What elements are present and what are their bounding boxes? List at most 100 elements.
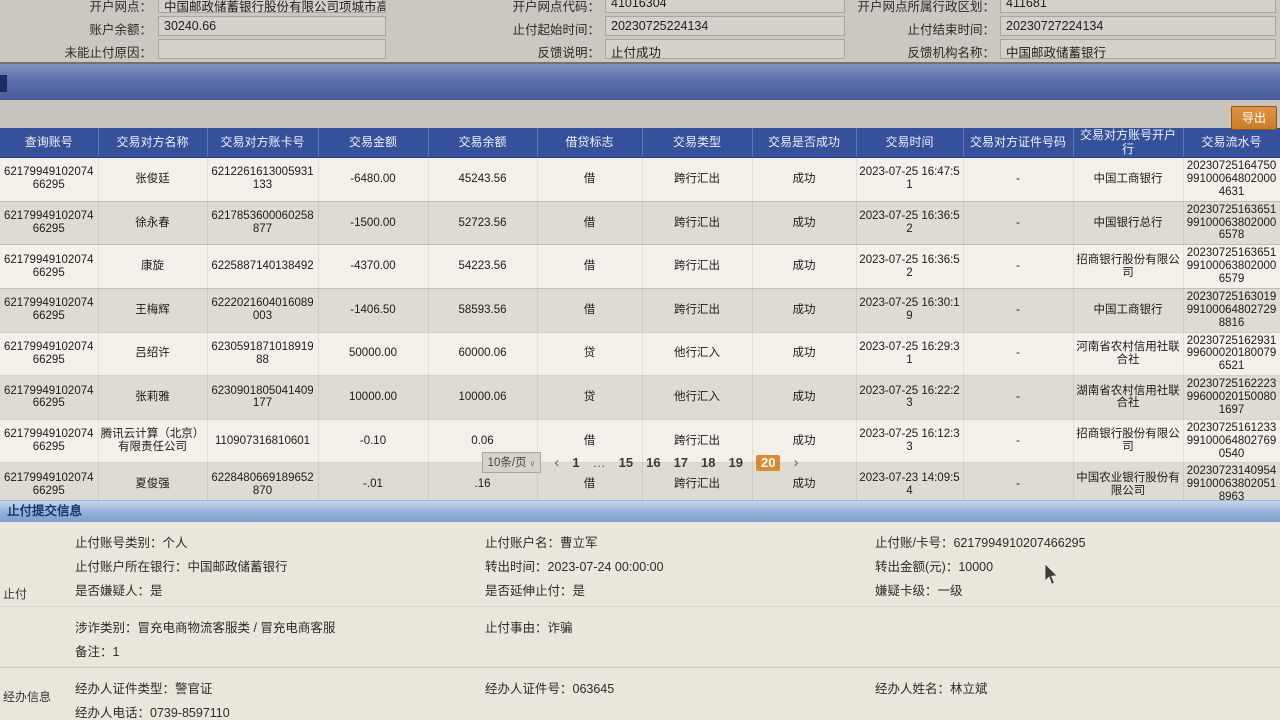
table-cell: -6480.00 (318, 157, 429, 202)
table-cell: 跨行汇出 (642, 244, 753, 289)
info-block: 止付账号类别：个人 止付账户名：曹立军 止付账/卡号：621799491020746… (0, 528, 1280, 600)
table-cell: 成功 (752, 157, 857, 202)
field-label: 账户余额： (89, 23, 152, 37)
field-input[interactable] (158, 39, 386, 59)
table-row[interactable]: 6217994910207466295 王梅辉 622202160401608900… (0, 288, 1280, 333)
table-cell: 康旋 (98, 244, 208, 289)
table-cell: 湖南省农村信用社联合社 (1073, 375, 1184, 420)
table-cell: -1406.50 (318, 288, 429, 333)
divider-band (0, 62, 1280, 102)
column-header: 交易流水号 (1183, 128, 1280, 158)
table-cell: 6212261613005931133 (207, 157, 319, 202)
table-cell: 贷 (537, 375, 643, 420)
table-cell: 成功 (752, 201, 857, 246)
table-cell: 成功 (752, 332, 857, 377)
field-input[interactable]: 30240.66 (158, 16, 386, 36)
info-row: 涉诈类别：冒充电商物流客服类 / 冒充电商客服 止付事由：诈骗 (0, 613, 1280, 637)
page-button-1[interactable]: 1 (572, 455, 580, 470)
info-field: 是否嫌疑人：是 (75, 584, 163, 598)
page-size-select[interactable]: 10条/页 ∨ (481, 452, 542, 473)
field-input[interactable]: 中国邮政储蓄银行 (1000, 39, 1276, 59)
stop-payment-submit-section: 止付提交信息 止付 止付账号类别：个人 止付账户名：曹立军 止付账/卡号：621799… (0, 500, 1280, 720)
info-row: 经办人电话：0739-8597110 (0, 698, 1280, 720)
table-cell: 张莉雅 (98, 375, 208, 420)
page-button-19[interactable]: 19 (728, 455, 743, 470)
table-cell: 王梅辉 (98, 288, 208, 333)
table-cell: 借 (537, 288, 643, 333)
table-cell: 20230725164750991000648020004631 (1183, 157, 1280, 202)
page-ellipsis: … (592, 455, 606, 470)
table-cell: 54223.56 (428, 244, 538, 289)
export-button[interactable]: 导出 (1230, 106, 1277, 130)
table-cell: 20230725161233991000648027690540 (1183, 419, 1280, 464)
table-cell: 张俊廷 (98, 157, 208, 202)
info-row: 经办人证件类型：警官证 经办人证件号：063645 经办人姓名：林立斌 (0, 674, 1280, 698)
field-input[interactable]: 41016304 (605, 0, 845, 13)
info-row: 是否嫌疑人：是 是否延伸止付：是 嫌疑卡级：一级 (0, 576, 1280, 600)
table-cell: 20230725162223996000201500801697 (1183, 375, 1280, 420)
table-cell: 20230725162931996000201800796521 (1183, 332, 1280, 377)
table-cell: 6217994910207466295 (0, 375, 99, 420)
table-cell: 6217994910207466295 (0, 332, 99, 377)
table-cell: 中国工商银行 (1073, 157, 1184, 202)
field-input[interactable]: 中国邮政储蓄银行股份有限公司项城市高寺... (158, 0, 386, 13)
page-button-17[interactable]: 17 (673, 455, 689, 470)
info-row: 止付账号类别：个人 止付账户名：曹立军 止付账/卡号：621799491020746… (0, 528, 1280, 552)
table-cell: 2023-07-25 16:47:51 (856, 157, 964, 202)
column-header: 交易对方账卡号 (207, 128, 319, 158)
column-header: 交易对方名称 (98, 128, 208, 158)
table-cell: 跨行汇出 (642, 462, 753, 507)
table-cell: 中国工商银行 (1073, 288, 1184, 333)
field-label: 开户网点代码： (512, 0, 600, 14)
table-cell: - (963, 201, 1074, 246)
field-input[interactable]: 411681 (1000, 0, 1276, 13)
table-cell: 跨行汇出 (642, 201, 753, 246)
field-input[interactable]: 20230727224134 (1000, 16, 1276, 36)
table-cell: 2023-07-25 16:30:19 (856, 288, 964, 333)
field-label: 开户网点所属行政区划： (857, 0, 995, 14)
table-cell: 借 (537, 157, 643, 202)
table-cell: 腾讯云计算（北京）有限责任公司 (98, 419, 208, 464)
column-header: 交易余额 (428, 128, 538, 158)
page-button-15[interactable]: 15 (618, 455, 634, 470)
field-label: 止付起始时间： (512, 23, 600, 37)
table-cell: 成功 (752, 244, 857, 289)
table-cell: 6225887140138492 (207, 244, 319, 289)
table-row[interactable]: 6217994910207466295 徐永春 621785360006025887… (0, 201, 1280, 246)
table-cell: 58593.56 (428, 288, 538, 333)
form-row: 开户网点： 中国邮政储蓄银行股份有限公司项城市高寺... 开户网点代码： 410163… (0, 0, 1280, 15)
table-cell: -0.10 (318, 419, 429, 464)
page-button-18[interactable]: 18 (701, 455, 716, 470)
table-cell: 10000.06 (428, 375, 538, 420)
table-cell: 借 (537, 419, 643, 464)
info-field: 止付账号类别：个人 (75, 536, 188, 550)
table-cell: 成功 (752, 375, 857, 420)
table-row[interactable]: 6217994910207466295 夏俊强 622848066918965287… (0, 462, 1280, 507)
table-cell: -4370.00 (318, 244, 429, 289)
table-cell: 中国农业银行股份有限公司 (1073, 462, 1184, 507)
page-button-20[interactable]: 20 (755, 454, 781, 471)
table-cell: 6217994910207466295 (0, 419, 99, 464)
table-cell: - (963, 288, 1074, 333)
table-row[interactable]: 6217994910207466295 张俊廷 621226161300593113… (0, 157, 1280, 202)
field-label: 反馈说明： (537, 46, 600, 60)
info-field: 止付事由：诈骗 (485, 621, 573, 635)
page-button-16[interactable]: 16 (646, 455, 661, 470)
info-block: 涉诈类别：冒充电商物流客服类 / 冒充电商客服 止付事由：诈骗 备注：1 (0, 606, 1280, 661)
field-input[interactable]: 20230725224134 (605, 16, 845, 36)
field-label: 反馈机构名称： (907, 46, 995, 60)
table-row[interactable]: 6217994910207466295 张莉雅 623090180504140917… (0, 375, 1280, 420)
table-cell: 6217994910207466295 (0, 462, 99, 507)
field-input[interactable]: 止付成功 (605, 39, 845, 59)
prev-page-button[interactable]: ‹ (554, 454, 560, 471)
table-row[interactable]: 6217994910207466295 吕绍许 623059187101891988… (0, 332, 1280, 377)
table-cell: 2023-07-25 16:29:31 (856, 332, 964, 377)
table-cell: 20230725163651991000638020006579 (1183, 244, 1280, 289)
side-label: 止付 (3, 586, 28, 601)
next-page-button[interactable]: › (793, 454, 799, 471)
table-cell: 跨行汇出 (642, 157, 753, 202)
table-header-row: 查询账号 交易对方名称 交易对方账卡号 交易金额 交易余额 借贷标志 交易类型 交易是否成功交… (0, 128, 1280, 158)
table-row[interactable]: 6217994910207466295 康旋 6225887140138492 -43… (0, 244, 1280, 289)
table-cell: 52723.56 (428, 201, 538, 246)
